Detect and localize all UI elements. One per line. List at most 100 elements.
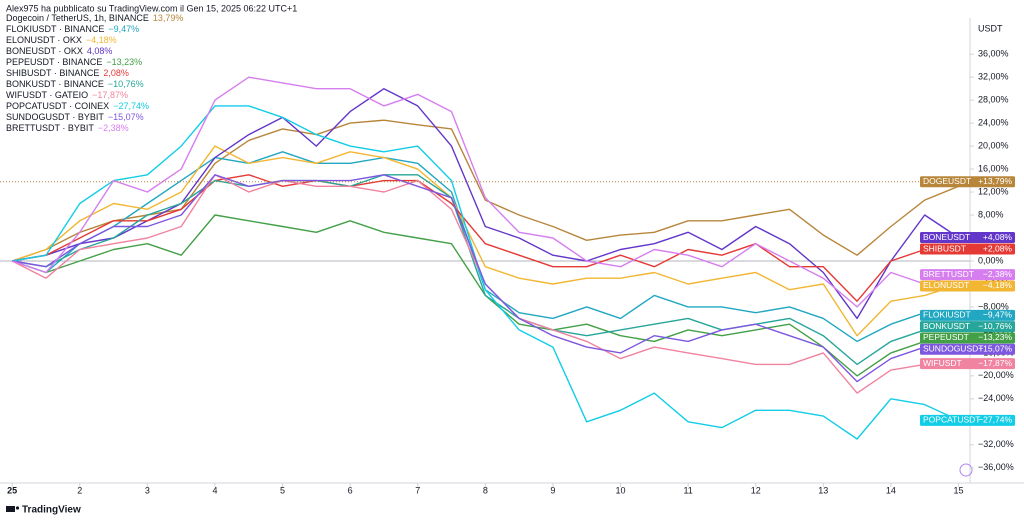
legend-entry: ELONUSDT · OKX −4,18% [6, 35, 117, 45]
series-line [11, 119, 966, 262]
legend-name: POPCATUSDT · COINEX [6, 101, 109, 111]
legend-name: BRETTUSDT · BYBIT [6, 123, 94, 133]
series-line [12, 105, 966, 440]
price-tag [920, 414, 1015, 426]
legend-name: ELONUSDT · OKX [6, 35, 82, 45]
y-tick-label: −32,00% [978, 439, 1014, 449]
y-axis-label: USDT [978, 23, 1003, 33]
tag-value: −17,87% [978, 358, 1012, 368]
price-tag [920, 232, 1015, 244]
y-tick-label: 20,00% [978, 140, 1009, 150]
x-tick-label: 9 [550, 485, 555, 495]
tag-name: WIFUSDT [923, 358, 962, 368]
price-tag [920, 358, 1015, 370]
x-tick-label: 8 [483, 485, 488, 495]
legend-value: −10,76% [108, 79, 144, 89]
legend-entry: POPCATUSDT · COINEX −27,74% [6, 101, 149, 111]
x-tick-label: 12 [751, 485, 761, 495]
legend-name: SUNDOGUSDT · BYBIT [6, 112, 104, 122]
legend-value: −15,07% [108, 112, 144, 122]
y-tick-label: 24,00% [978, 117, 1009, 127]
price-tag [920, 280, 1015, 292]
legend-value: −9,47% [108, 24, 139, 34]
tag-value: −15,07% [978, 344, 1012, 354]
price-tag [920, 176, 1015, 188]
price-tag [920, 332, 1015, 344]
price-tag [920, 321, 1015, 333]
tag-value: +13,79% [978, 176, 1012, 186]
legend-value: 2,08% [103, 68, 129, 78]
y-tick-label: 36,00% [978, 49, 1009, 59]
series-line [11, 214, 966, 377]
x-tick-label: 14 [886, 485, 896, 495]
tag-value: −10,76% [978, 321, 1012, 331]
series-line [12, 88, 966, 320]
tag-name: FLOKIUSDT [923, 310, 971, 320]
x-tick-label: 10 [616, 485, 626, 495]
legend-value: 4,08% [87, 46, 113, 56]
legend-name: WIFUSDT · GATEIO [6, 90, 88, 100]
y-tick-label: −36,00% [978, 462, 1014, 472]
legend-value: 13,79% [153, 13, 184, 23]
tag-value: −4,18% [983, 280, 1013, 290]
legend-entry: PEPEUSDT · BINANCE −13,23% [6, 57, 142, 67]
price-tag [920, 309, 1015, 321]
tag-name: POPCATUSDT [923, 415, 980, 425]
legend-name: PEPEUSDT · BINANCE [6, 57, 102, 67]
legend-value: −17,87% [92, 90, 128, 100]
tag-value: +2,08% [983, 243, 1013, 253]
series-line [11, 145, 966, 337]
tag-name: SHIBUSDT [923, 243, 966, 253]
y-tick-label: 12,00% [978, 186, 1009, 196]
legend-entry: SUNDOGUSDT · BYBIT −15,07% [6, 112, 144, 122]
logo-mark [6, 506, 15, 512]
x-tick-label: 6 [348, 485, 353, 495]
footer-text: TradingView [22, 505, 81, 516]
tag-value: −2,38% [983, 269, 1013, 279]
series-line [11, 76, 966, 308]
tag-name: DOGEUSDT [923, 176, 971, 186]
x-tick-label: 4 [212, 485, 217, 495]
x-tick-label: 3 [145, 485, 150, 495]
legend-value: −13,23% [106, 57, 142, 67]
y-tick-label: −24,00% [978, 393, 1014, 403]
x-tick-label: 25 [7, 485, 17, 495]
x-tick-label: 2 [77, 485, 82, 495]
legend-entry: Dogecoin / TetherUS, 1h, BINANCE 13,79% [6, 13, 183, 23]
footer-logo: TradingView [6, 505, 81, 516]
legend-entry: BONEUSDT · OKX 4,08% [6, 46, 112, 56]
legend-value: −4,18% [86, 35, 117, 45]
tag-name: ELONUSDT [923, 280, 969, 290]
legend-name: Dogecoin / TetherUS, 1h, BINANCE [6, 13, 149, 23]
x-tick-label: 7 [415, 485, 420, 495]
price-tag [920, 343, 1015, 355]
tag-value: −27,74% [978, 415, 1012, 425]
price-tag [920, 269, 1015, 281]
x-tick-label: 11 [683, 485, 692, 495]
legend-name: BONEUSDT · OKX [6, 46, 83, 56]
tag-name: BRETTUSDT [923, 269, 974, 279]
legend-entry: BRETTUSDT · BYBIT −2,38% [6, 123, 129, 133]
x-tick-label: 5 [280, 485, 285, 495]
tag-value: +4,08% [983, 232, 1013, 242]
tag-value: −13,23% [978, 332, 1012, 342]
legend-name: FLOKIUSDT · BINANCE [6, 24, 104, 34]
y-tick-label: −8,00% [978, 301, 1009, 311]
tag-name: BONEUSDT [923, 232, 970, 242]
x-tick-label: 13 [818, 485, 828, 495]
y-tick-label: 16,00% [978, 163, 1009, 173]
logo-mark [15, 506, 20, 510]
tag-name: BONKUSDT [923, 321, 970, 331]
series-line [12, 174, 966, 302]
legend-entry: BONKUSDT · BINANCE −10,76% [6, 79, 144, 89]
icon [959, 463, 973, 477]
y-tick-label: 0,00% [978, 255, 1004, 265]
legend-value: −27,74% [113, 101, 149, 111]
price-tag [920, 243, 1015, 255]
y-tick-label: 28,00% [978, 95, 1009, 105]
legend-entry: SHIBUSDT · BINANCE 2,08% [6, 68, 129, 78]
header: Alex975 ha pubblicato su TradingView.com… [6, 3, 297, 13]
tag-name: PEPEUSDT [923, 332, 969, 342]
legend-name: BONKUSDT · BINANCE [6, 79, 104, 89]
